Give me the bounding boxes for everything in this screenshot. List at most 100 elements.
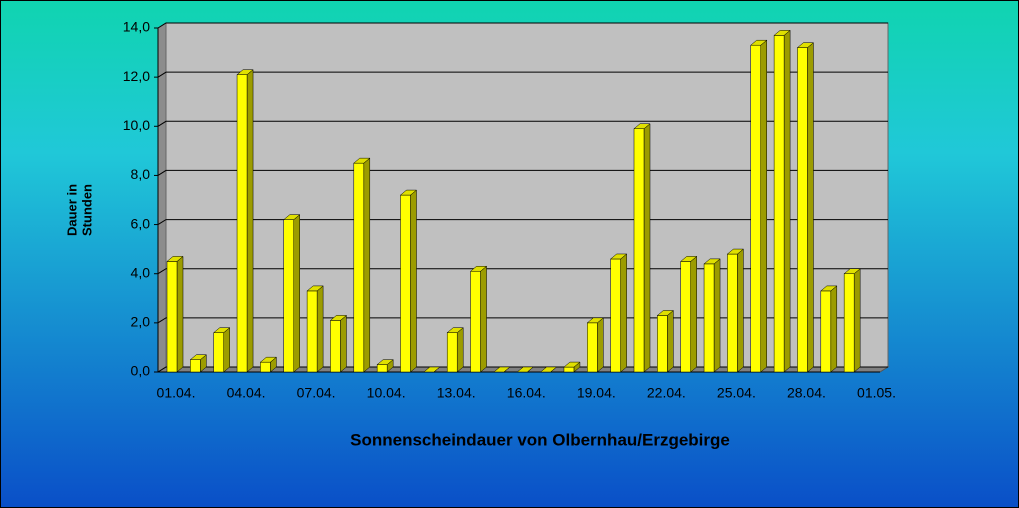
bar	[680, 261, 691, 373]
bar	[727, 253, 738, 373]
bar-top	[353, 157, 371, 164]
bar-top	[516, 366, 534, 373]
bar-top	[796, 42, 815, 48]
y-tick-label: 8,0	[131, 166, 151, 182]
bar	[166, 261, 178, 373]
bar-side	[597, 317, 604, 373]
bar-top	[773, 30, 791, 36]
bar-top	[633, 123, 651, 129]
bar-top	[423, 366, 441, 373]
bar	[283, 219, 294, 373]
bar	[213, 332, 224, 373]
bar-side	[830, 285, 838, 373]
bar-side	[363, 157, 371, 373]
y-tick-label: 6,0	[131, 215, 151, 231]
x-tick-label: 01.04.	[157, 385, 196, 401]
y-tick-label: 12,0	[123, 68, 150, 84]
bar-side	[737, 248, 744, 373]
bar	[750, 44, 761, 373]
bar-top	[750, 39, 768, 46]
bar-top	[446, 327, 464, 333]
bar-side	[293, 214, 300, 373]
bar	[563, 366, 575, 373]
bar-top	[236, 69, 254, 75]
bar	[470, 271, 481, 373]
bar-side	[410, 189, 417, 373]
x-tick-label: 19.04.	[577, 385, 616, 401]
x-tick-label: 25.04.	[717, 385, 756, 401]
bar-side	[316, 285, 324, 373]
bar	[353, 162, 365, 373]
bar	[260, 361, 271, 373]
y-tick-label: 2,0	[131, 314, 151, 330]
bar-top	[539, 366, 558, 373]
bar	[657, 315, 668, 373]
y-axis-title: Dauer in Stunden	[64, 184, 94, 236]
bar	[400, 194, 411, 373]
bar-side	[340, 314, 347, 373]
bar	[306, 290, 318, 373]
grid-line	[157, 22, 888, 29]
bar-top	[680, 256, 698, 262]
x-tick-label: 13.04.	[437, 385, 476, 401]
bar	[820, 290, 832, 373]
x-tick-label: 01.05.	[857, 385, 896, 401]
bar-top	[259, 356, 278, 363]
bar-side	[713, 258, 721, 373]
bar	[330, 320, 341, 373]
bar-top	[843, 268, 861, 274]
y-tick-label: 14,0	[123, 19, 150, 35]
x-tick-label: 07.04.	[297, 385, 336, 401]
bar-top	[469, 266, 488, 272]
bar-top	[376, 359, 394, 365]
y-axis-title-line: Dauer in	[64, 184, 79, 236]
bar-side	[853, 268, 861, 373]
bar-side	[807, 42, 814, 373]
bar-top	[703, 258, 721, 265]
bar-top	[563, 361, 581, 368]
bar-side	[223, 327, 230, 373]
bar	[633, 128, 645, 373]
bar-side	[620, 253, 627, 373]
x-tick-label: 28.04.	[787, 385, 826, 401]
y-tick-label: 10,0	[123, 117, 150, 133]
bar-top	[820, 285, 838, 292]
bar-top	[306, 285, 324, 292]
bar	[236, 74, 248, 373]
bar-side	[667, 309, 674, 373]
chart-title: Sonnenscheindauer von Olbernhau/Erzgebir…	[350, 430, 730, 449]
bar	[446, 332, 458, 373]
bar	[610, 258, 621, 373]
bar-top	[656, 310, 675, 316]
bar	[773, 35, 785, 373]
bar-top	[586, 317, 604, 324]
side-wall	[157, 22, 167, 373]
y-axis-title-line: Stunden	[79, 184, 94, 236]
grid-line	[157, 120, 888, 127]
bar-side	[783, 29, 791, 373]
bar-side	[246, 69, 254, 373]
bar-top	[399, 189, 418, 196]
bar-top	[329, 315, 348, 321]
bar-top	[609, 253, 628, 260]
bar-top	[283, 214, 301, 220]
x-tick-label: 04.04.	[227, 385, 266, 401]
bar-side	[690, 255, 697, 373]
bar-side	[760, 39, 767, 373]
bar-side	[176, 255, 184, 373]
y-tick-label: 4,0	[131, 264, 151, 280]
y-tick-label: 0,0	[131, 363, 151, 379]
bar	[587, 322, 598, 373]
x-tick-label: 22.04.	[647, 385, 686, 401]
grid-line	[157, 71, 888, 78]
bar-top	[726, 248, 745, 255]
bar	[376, 364, 388, 373]
bar	[703, 263, 715, 373]
bar	[190, 359, 201, 373]
bar	[843, 273, 855, 373]
bar-side	[456, 327, 464, 373]
bar-top	[213, 327, 231, 333]
x-tick-label: 16.04.	[507, 385, 546, 401]
bar-top	[166, 256, 184, 262]
